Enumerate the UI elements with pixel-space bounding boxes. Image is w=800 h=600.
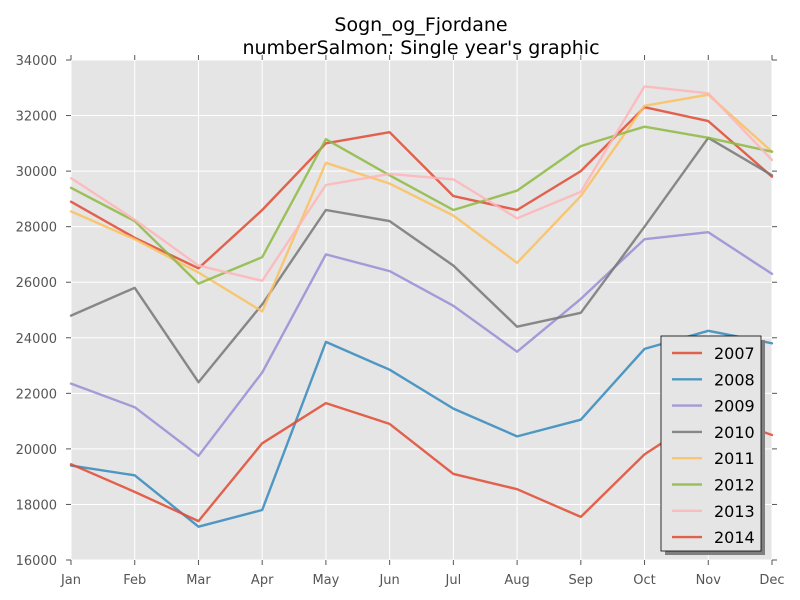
x-tick-label: Nov [696,573,722,588]
y-tick-label: 22000 [16,387,57,402]
x-tick-label: Jul [445,573,462,588]
y-tick-label: 30000 [16,165,57,180]
y-tick-label: 24000 [16,332,57,347]
series-line-2011 [69,93,774,313]
series-line-2012 [69,125,774,285]
x-tick-label: Dec [759,573,784,588]
legend-label: 2012 [714,476,755,495]
plot-area [71,60,772,560]
series-line-2008 [69,329,774,528]
axis-ticks: 16000 18000 20000 22000 24000 26000 28000 30000… [16,54,785,588]
y-tick-label: 20000 [16,443,57,458]
legend-label: 2014 [714,528,755,547]
x-tick-label: Mar [186,573,211,588]
x-tick-label: Apr [251,573,274,588]
legend-label: 2009 [714,397,755,416]
y-tick-label: 16000 [16,554,57,569]
x-tick-label: Sep [569,573,594,588]
y-tick-label: 26000 [16,276,57,291]
x-tick-label: Oct [633,573,655,588]
series-line-2009 [69,230,774,457]
series-line-2013 [69,85,774,282]
chart-subtitle: numberSalmon: Single year's graphic [242,37,599,59]
y-tick-label: 32000 [16,110,57,125]
legend-label: 2013 [714,502,755,521]
legend-label: 2008 [714,370,755,389]
legend-label: 2010 [714,423,755,442]
y-tick-label: 34000 [16,54,57,69]
legend-label: 2007 [714,344,755,363]
x-tick-label: Feb [123,573,146,588]
y-tick-label: 28000 [16,221,57,236]
legend: 2007 2008 2009 2010 2011 2012 2013 2014 [660,335,765,555]
chart-title: Sogn_og_Fjordane [334,14,507,36]
series-line-2010 [69,136,774,384]
legend-box [660,335,762,552]
legend-label: 2011 [714,449,755,468]
x-tick-label: Jan [60,573,81,588]
series-line-2014 [69,401,774,523]
series-line-2007 [69,105,774,270]
series-lines [69,85,774,528]
x-tick-label: Aug [504,573,529,588]
y-tick-label: 18000 [16,498,57,513]
x-tick-label: Jun [378,573,399,588]
x-tick-label: May [312,573,339,588]
